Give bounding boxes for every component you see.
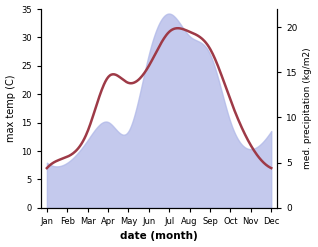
Y-axis label: med. precipitation (kg/m2): med. precipitation (kg/m2) (303, 48, 313, 169)
Y-axis label: max temp (C): max temp (C) (5, 75, 16, 142)
X-axis label: date (month): date (month) (120, 231, 198, 242)
